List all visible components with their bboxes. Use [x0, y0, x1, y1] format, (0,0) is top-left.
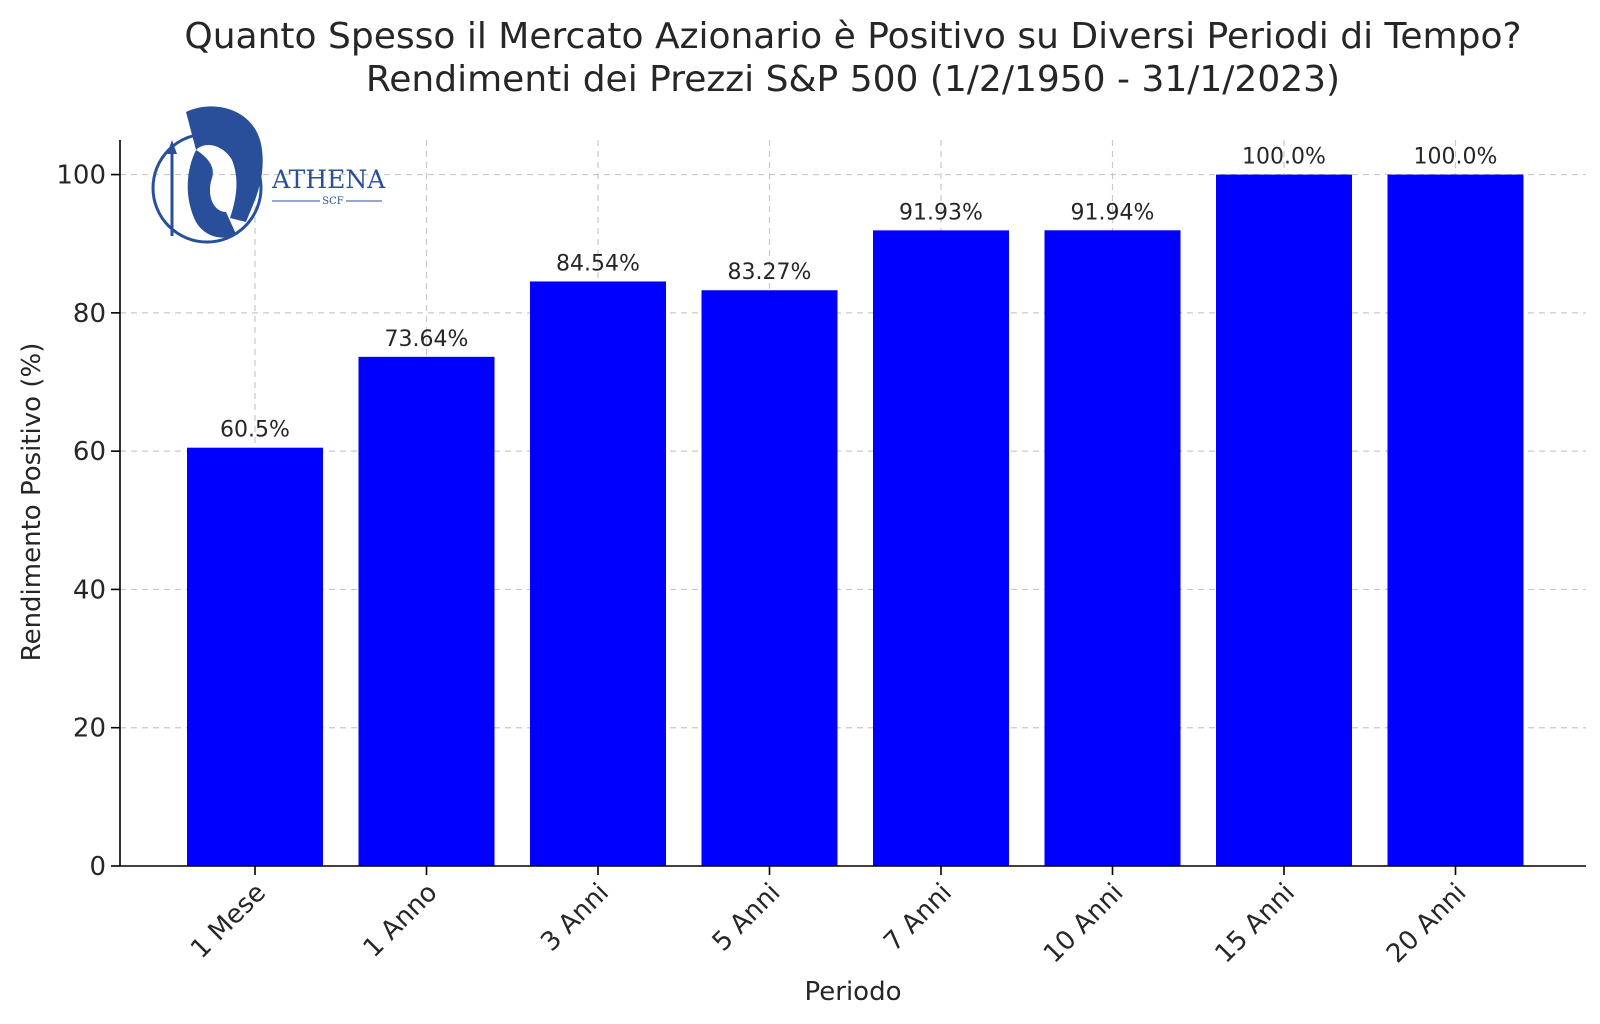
bar [530, 281, 666, 866]
bar [873, 230, 1009, 866]
y-tick-label: 100 [56, 161, 106, 191]
y-tick-label: 60 [73, 437, 106, 467]
x-tick-label: 5 Anni [707, 878, 787, 958]
y-tick-label: 20 [73, 714, 106, 744]
chart-title-line2: Rendimenti dei Prezzi S&P 500 (1/2/1950 … [366, 59, 1340, 100]
x-tick-label: 20 Anni [1381, 878, 1472, 969]
axes [111, 140, 1586, 875]
athena-logo: ATHENA SCF [151, 106, 386, 244]
athena-helmet-icon [151, 106, 263, 244]
bar-value-label: 100.0% [1414, 145, 1498, 170]
x-axis-label: Periodo [805, 977, 902, 1007]
logo-sub-text: SCF [322, 196, 344, 207]
bar-value-label: 84.54% [556, 251, 640, 276]
bar [187, 447, 323, 866]
x-tick-labels: 1 Mese 1 Anno 3 Anni 5 Anni 7 Anni 10 Anni 15 … [185, 878, 1472, 969]
bar [1216, 174, 1352, 867]
bars [187, 174, 1524, 867]
bar-value-label: 91.93% [899, 200, 983, 225]
bar-value-label: 60.5% [220, 418, 290, 443]
y-tick-label: 80 [73, 299, 106, 329]
y-tick-label: 0 [89, 852, 106, 882]
bar [701, 290, 838, 866]
y-axis-label: Rendimento Positivo (%) [17, 343, 47, 662]
chart-title-line1: Quanto Spesso il Mercato Azionario è Pos… [184, 16, 1521, 57]
data-labels: 60.5% 73.64% 84.54% 83.27% 91.93% 91.94% 100.0… [220, 145, 1497, 443]
bar [1387, 174, 1524, 867]
x-tick-label: 1 Anno [358, 878, 444, 964]
logo-brand-text: ATHENA [271, 165, 386, 194]
x-tick-label: 15 Anni [1210, 878, 1301, 969]
x-tick-label: 1 Mese [185, 878, 272, 965]
x-tick-label: 10 Anni [1038, 878, 1129, 969]
bar-value-label: 100.0% [1242, 145, 1326, 170]
bar [1044, 230, 1181, 867]
grid [120, 140, 1586, 866]
bar-value-label: 73.64% [385, 327, 469, 352]
bar-value-label: 83.27% [728, 260, 812, 285]
y-tick-labels: 0 20 40 60 80 100 [56, 161, 106, 882]
x-tick-label: 7 Anni [878, 878, 958, 958]
bar [358, 356, 495, 866]
y-tick-label: 40 [73, 575, 106, 605]
bar-value-label: 91.94% [1071, 200, 1155, 225]
x-tick-label: 3 Anni [535, 878, 615, 958]
